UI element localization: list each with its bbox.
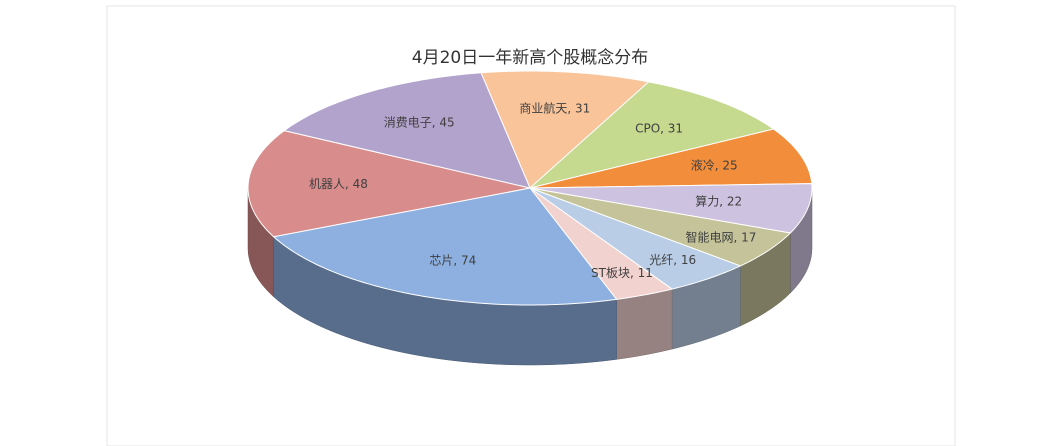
pie-slice: [529, 187, 792, 267]
data-label: 消费电子, 45: [384, 116, 455, 130]
pie-slice: [283, 72, 531, 189]
data-label: CPO, 31: [635, 122, 683, 136]
data-label: ST板块, 11: [591, 266, 653, 280]
data-label: 算力, 22: [695, 194, 742, 209]
pie-slice: [529, 81, 775, 189]
slice-side: [616, 288, 673, 360]
pie-slice: [247, 130, 531, 238]
data-label: 芯片, 74: [429, 253, 476, 267]
pie-slice: [529, 187, 742, 290]
data-label: 液冷, 25: [691, 157, 738, 172]
data-label: 光纤, 16: [649, 253, 696, 267]
pie-slice: [529, 183, 813, 234]
data-label: 智能电网, 17: [685, 229, 756, 244]
chart-title: 4月20日一年新高个股概念分布: [412, 47, 648, 68]
data-label: 商业航天, 31: [519, 101, 590, 116]
pie-slice: [272, 187, 618, 306]
pie-slice: [529, 128, 813, 189]
data-label: 机器人, 48: [309, 177, 368, 191]
pie-slice: [480, 70, 650, 189]
pie-slice: [529, 187, 674, 300]
